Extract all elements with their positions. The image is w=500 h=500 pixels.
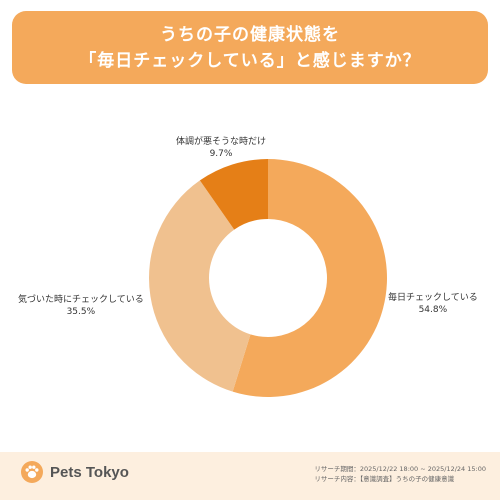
slice-value-noticed: 35.5% [66,307,96,317]
brand-name: Pets Tokyo [50,463,129,481]
research-period: リサーチ期間：2025/12/22 18:00 ~ 2025/12/24 15:… [314,465,486,473]
brand-logo: Pets Tokyo [20,460,129,484]
slice-value-daily: 54.8% [418,305,448,315]
title-line-1: うちの子の健康状態を [160,24,340,45]
slice-name-noticed: 気づいた時にチェックしている [18,295,144,305]
title-banner: うちの子の健康状態を 「毎日チェックしている」と感じますか？ [12,11,488,84]
donut-chart: 毎日チェックしている 54.8% 気づいた時にチェックしている 35.5% 体調… [0,100,500,445]
footer: Pets Tokyo リサーチ期間：2025/12/22 18:00 ~ 202… [0,452,500,500]
slice-noticed [149,180,251,392]
slice-name-sick: 体調が悪そうな時だけ [176,137,267,147]
slice-label-sick: 体調が悪そうな時だけ 9.7% [176,136,266,160]
research-content: リサーチ内容：【意識調査】うちの子の健康意識 [314,475,455,483]
slice-label-noticed: 気づいた時にチェックしている 35.5% [18,294,144,318]
slice-label-daily: 毎日チェックしている 54.8% [388,292,478,316]
title-line-2: 「毎日チェックしている」と感じますか？ [79,50,421,71]
slice-daily [232,159,388,397]
slice-name-daily: 毎日チェックしている [388,293,478,303]
paw-icon [21,461,43,483]
donut-svg [149,159,388,397]
slice-value-sick: 9.7% [209,149,233,159]
slice-sick [199,159,268,230]
research-meta: リサーチ期間：2025/12/22 18:00 ~ 2025/12/24 15:… [314,464,486,484]
